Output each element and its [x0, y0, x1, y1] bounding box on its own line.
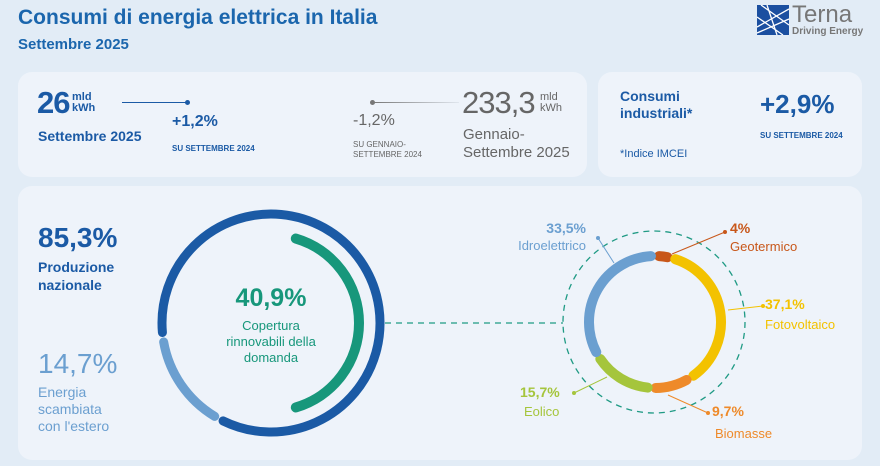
ytd-unit-2: kWh — [540, 102, 562, 114]
exchange-label-2: scambiata — [38, 401, 102, 417]
solar-arc — [670, 254, 726, 381]
industrial-label-2: industriali* — [620, 105, 693, 121]
solar-value: 37,1% — [765, 296, 805, 312]
biomass-arc — [650, 374, 692, 393]
geo-value: 4% — [730, 220, 751, 236]
national-arc — [157, 209, 385, 437]
geo-leader — [671, 231, 726, 255]
monthly-change: +1,2% — [172, 113, 218, 130]
hydro-value: 33,5% — [546, 220, 586, 236]
exchange-label-1: Energia — [38, 384, 87, 400]
wind-value: 15,7% — [520, 384, 560, 400]
renewables-value: 40,9% — [235, 284, 307, 312]
hydro-leader — [597, 237, 615, 264]
terna-logo-icon — [757, 5, 789, 35]
monthly-arrow-dot — [185, 100, 190, 105]
monthly-period: Settembre 2025 — [38, 128, 142, 144]
renewables-arc — [290, 233, 364, 413]
wind-leader-dot — [572, 391, 576, 395]
hydro-label: Idroelettrico — [518, 238, 586, 253]
ytd-unit-1: mld — [540, 91, 558, 103]
wind-leader — [573, 376, 608, 394]
page-subtitle: Settembre 2025 — [18, 36, 129, 53]
ytd-period-2: Settembre 2025 — [463, 144, 570, 161]
ytd-change-ref-2: SETTEMBRE 2024 — [353, 150, 422, 159]
logo-name: Terna — [792, 1, 853, 28]
solar-leader-dot — [761, 304, 765, 308]
page-title: Consumi di energia elettrica in Italia — [18, 6, 378, 29]
wind-label: Eolico — [524, 404, 560, 419]
ytd-arrow-dot — [370, 100, 375, 105]
exchange-label-3: con l'estero — [38, 418, 110, 434]
consumption-card — [18, 72, 587, 177]
ytd-period-1: Gennaio- — [463, 126, 525, 143]
ytd-change-ref-1: SU GENNAIO- — [353, 140, 406, 149]
national-value: 85,3% — [38, 222, 118, 253]
renewables-dashed-circle — [562, 230, 746, 414]
monthly-unit-1: mld — [72, 91, 92, 103]
biomass-value: 9,7% — [712, 403, 744, 419]
monthly-change-ref: SU SETTEMBRE 2024 — [172, 144, 255, 153]
terna-logo: Terna Driving Energy — [757, 1, 867, 39]
exchange-value: 14,7% — [38, 348, 118, 379]
national-label-2: nazionale — [38, 277, 102, 293]
industrial-label-1: Consumi — [620, 88, 680, 104]
hydro-arc — [584, 251, 656, 358]
geo-leader-dot — [723, 230, 727, 234]
industrial-change: +2,9% — [760, 89, 835, 119]
ytd-value: 233,3 — [462, 85, 536, 120]
national-label-1: Produzione — [38, 259, 115, 275]
industrial-change-ref: SU SETTEMBRE 2024 — [760, 131, 843, 140]
renewables-label-3: domanda — [243, 350, 299, 365]
solar-label: Fotovoltaico — [765, 317, 836, 332]
monthly-value: 26 — [37, 85, 70, 120]
national-label: Produzione nazionale — [38, 258, 114, 294]
geo-arc — [654, 251, 673, 263]
industrial-card — [598, 72, 862, 177]
biomass-leader — [667, 394, 709, 414]
exchange-label: Energia scambiata con l'estero — [38, 384, 109, 435]
renewables-label: Copertura rinnovabili della domanda — [201, 318, 341, 366]
wind-arc — [595, 354, 653, 393]
solar-leader — [727, 305, 764, 311]
renewables-label-1: Copertura — [242, 318, 300, 333]
industrial-note: *Indice IMCEI — [620, 148, 688, 160]
renewables-label-2: rinnovabili della — [226, 334, 316, 349]
exchange-arc — [159, 337, 220, 421]
biomass-label: Biomasse — [715, 426, 773, 441]
monthly-arrow-line — [122, 102, 186, 103]
ytd-change: -1,2% — [353, 112, 395, 129]
geo-label: Geotermico — [730, 239, 798, 254]
monthly-unit-2: kWh — [72, 102, 96, 114]
ytd-arrow-line — [373, 102, 459, 103]
biomass-leader-dot — [706, 411, 710, 415]
hydro-leader-dot — [596, 236, 600, 240]
logo-tagline: Driving Energy — [792, 26, 864, 37]
